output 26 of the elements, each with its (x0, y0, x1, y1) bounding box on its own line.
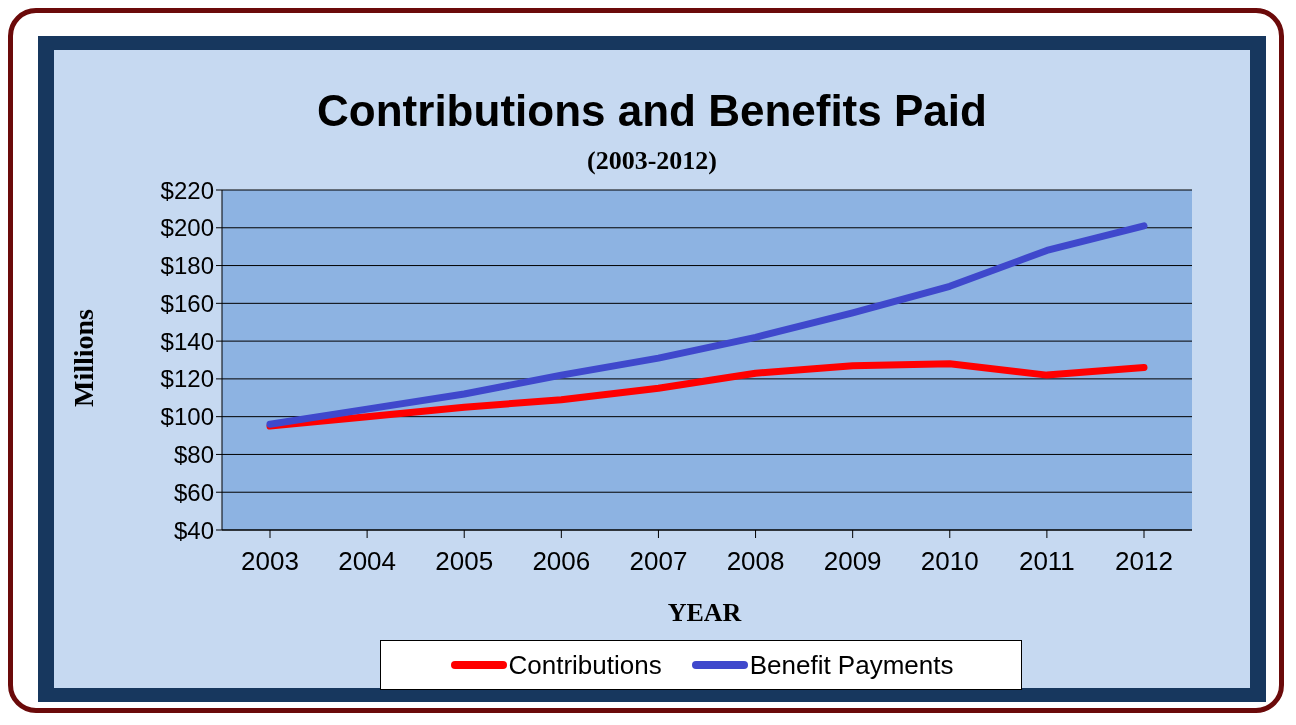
y-tick-label: $180 (160, 252, 214, 280)
x-tick-label: 2011 (1018, 546, 1075, 577)
x-axis-title: YEAR (667, 598, 742, 627)
y-tick-label: $100 (160, 403, 214, 431)
x-tick-label: 2003 (241, 546, 299, 577)
y-tick-label: $120 (160, 365, 214, 393)
legend-label: Benefit Payments (749, 649, 954, 681)
x-tick-label: 2010 (920, 546, 979, 577)
y-tick-label: $200 (160, 214, 214, 242)
chart-title: Contributions and Benefits Paid (317, 86, 987, 135)
chart-subtitle: (2003-2012) (587, 146, 717, 175)
legend-label: Contributions (508, 649, 662, 681)
y-tick-label: $40 (173, 516, 214, 544)
x-tick-label: 2007 (629, 546, 688, 577)
y-tick-label: $140 (160, 327, 214, 355)
y-tick-label: $80 (173, 440, 214, 468)
y-tick-label: $160 (160, 289, 214, 317)
x-tick-label: 2006 (532, 546, 591, 577)
x-tick-label: 2004 (338, 546, 397, 577)
y-axis-title: Millions (68, 308, 100, 407)
y-tick-label: $220 (160, 176, 214, 204)
x-tick-label: 2012 (1115, 546, 1173, 577)
x-tick-label: 2009 (823, 546, 882, 577)
x-tick-label: 2005 (435, 546, 494, 577)
x-tick-label: 2008 (726, 546, 785, 577)
y-tick-label: $60 (173, 478, 214, 506)
